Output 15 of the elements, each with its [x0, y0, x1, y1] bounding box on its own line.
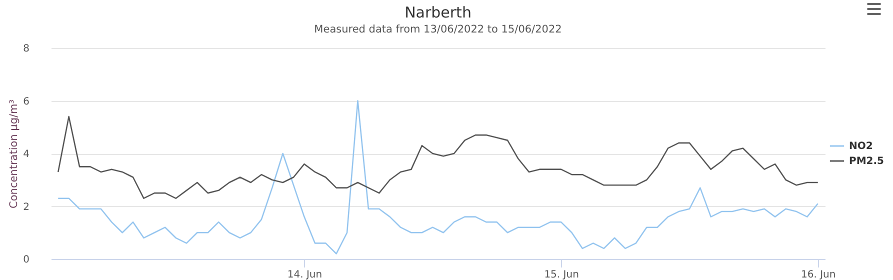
chart-title: Narberth: [404, 4, 472, 22]
y-tick-label: 6: [23, 96, 30, 108]
x-tick-label: 16. Jun: [801, 270, 836, 280]
y-axis-title: Concentration μg/m³: [8, 100, 20, 208]
line-series: [57, 100, 819, 254]
legend-label: PM2.5: [849, 156, 884, 167]
chart-subtitle: Measured data from 13/06/2022 to 15/06/2022: [314, 24, 562, 36]
y-tick-label: 8: [23, 44, 30, 54]
y-tick-label: 2: [23, 202, 30, 213]
x-tick-label: 15. Jun: [544, 270, 579, 280]
y-tick-label: 0: [23, 254, 30, 266]
legend-label: NO2: [849, 141, 873, 152]
x-tick-label: 14. Jun: [287, 270, 322, 280]
y-tick-label: 4: [23, 149, 30, 160]
line-series: [57, 116, 819, 199]
